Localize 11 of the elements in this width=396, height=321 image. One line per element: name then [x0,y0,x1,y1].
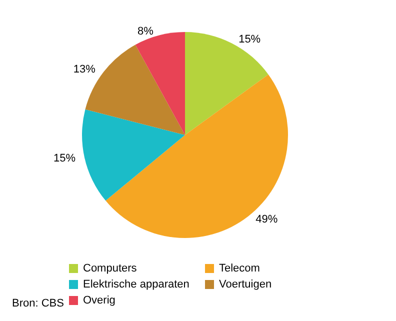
data-label: 15% [54,152,76,164]
data-label: 49% [256,214,278,226]
legend-label: Elektrische apparaten [83,278,190,290]
data-label: 15% [238,34,261,46]
legend-label: Computers [83,262,138,274]
legend-label: Voertuigen [219,278,272,290]
legend-label: Overig [83,294,116,306]
data-label: 13% [73,63,96,76]
legend-label: Telecom [219,262,260,274]
data-label: 8% [137,25,154,38]
text: Bron: CBS [12,298,64,310]
